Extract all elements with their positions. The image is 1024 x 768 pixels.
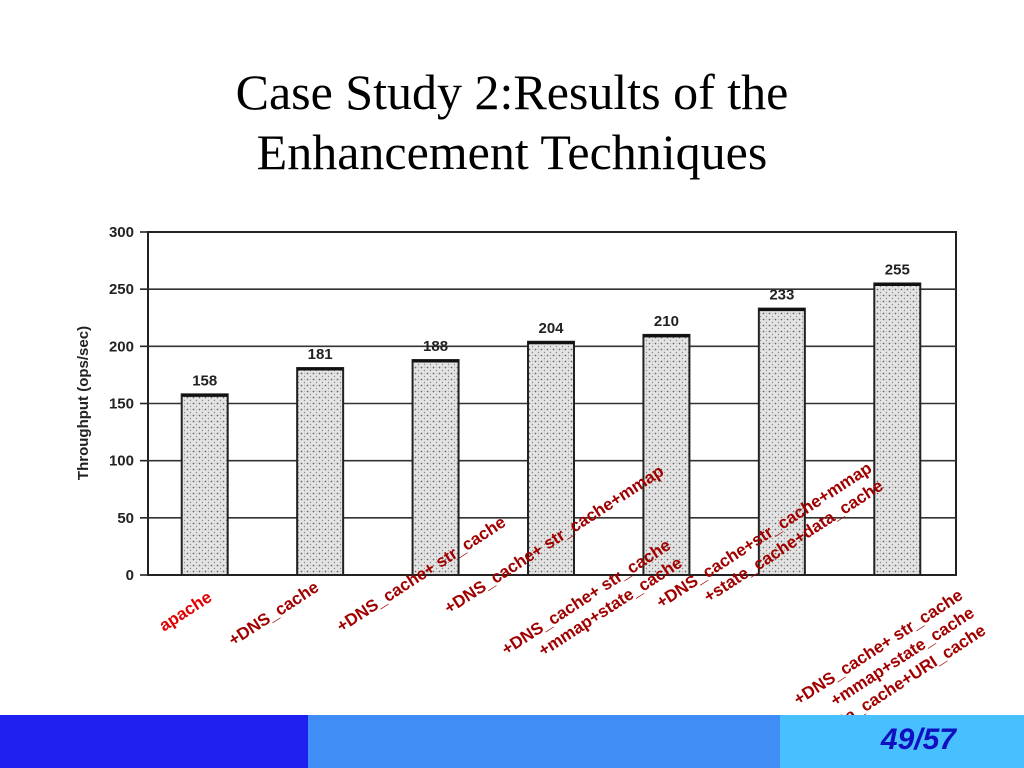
title-line-2: Enhancement Techniques xyxy=(256,124,768,180)
title-line-1: Case Study 2:Results of the xyxy=(235,64,789,120)
data-label-3: 188 xyxy=(423,338,448,355)
bar-1 xyxy=(180,393,229,576)
data-label-7: 255 xyxy=(885,261,910,278)
data-label-6: 233 xyxy=(769,287,794,304)
bar-5 xyxy=(642,333,691,576)
bottom-bar: 49/57 xyxy=(0,715,1024,768)
category-label-2: +DNS_cache xyxy=(225,577,322,649)
page-number: 49/57 xyxy=(880,723,956,756)
bottom-bar-middle-segment xyxy=(308,715,780,768)
data-label-4: 204 xyxy=(538,320,564,337)
bar-3 xyxy=(411,359,460,577)
data-label-2: 181 xyxy=(308,346,333,363)
y-tick-label: 50 xyxy=(117,510,134,527)
y-tick-label: 200 xyxy=(109,338,134,355)
y-tick-label: 0 xyxy=(126,567,134,584)
y-tick-label: 100 xyxy=(109,453,134,470)
category-label-1: apache xyxy=(156,587,215,635)
bottom-bar-right-segment xyxy=(780,715,1024,768)
y-tick-label: 250 xyxy=(109,281,134,298)
y-tick-label: 150 xyxy=(109,396,134,413)
bottom-bar-left-segment xyxy=(0,715,308,768)
y-axis-label: Throughput (ops/sec) xyxy=(75,326,92,480)
bar-2 xyxy=(296,367,345,576)
y-tick-label: 300 xyxy=(109,224,134,241)
bar-7 xyxy=(873,282,922,576)
data-label-1: 158 xyxy=(192,372,217,389)
slide-title: Case Study 2:Results of the Enhancement … xyxy=(0,62,1024,182)
bar-6 xyxy=(757,307,806,576)
data-label-5: 210 xyxy=(654,313,679,330)
